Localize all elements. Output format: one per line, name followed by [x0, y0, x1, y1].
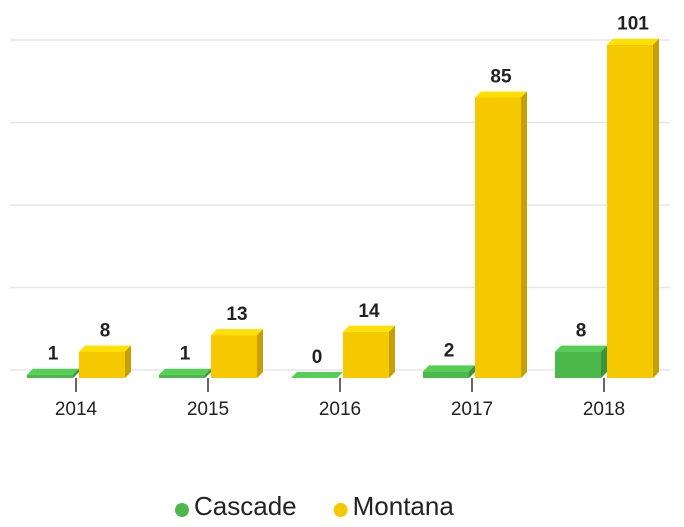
- data-label: 1: [180, 344, 191, 365]
- bar: [211, 329, 263, 378]
- bar-front: [343, 331, 389, 378]
- bar-top: [607, 38, 659, 45]
- x-tick-label: 2015: [187, 399, 229, 420]
- bar: [79, 345, 131, 378]
- bar-top: [291, 372, 343, 378]
- legend: Cascade Montana: [175, 491, 454, 521]
- bar-side: [73, 368, 79, 378]
- bar-front: [607, 44, 653, 378]
- bar: [423, 365, 475, 378]
- bar: [475, 91, 527, 378]
- legend-marker: [175, 503, 189, 517]
- x-tick-label: 2017: [451, 399, 493, 420]
- bar-top: [159, 368, 211, 375]
- bar: [343, 325, 395, 378]
- bar-top: [343, 325, 395, 332]
- bar-top: [475, 91, 527, 98]
- data-label: 8: [576, 321, 587, 342]
- bar-side: [257, 329, 263, 378]
- bar: [27, 368, 79, 378]
- bar-side: [389, 325, 395, 378]
- data-label: 2: [444, 340, 455, 361]
- bar-top: [27, 368, 79, 375]
- legend-marker: [333, 503, 348, 517]
- bar-side: [469, 365, 475, 378]
- bar-front: [211, 335, 257, 378]
- bar-top: [79, 345, 131, 352]
- data-label: 14: [358, 301, 380, 322]
- bar: [607, 38, 659, 378]
- bar-front: [555, 351, 601, 378]
- bar: [555, 345, 607, 378]
- bar-side: [601, 345, 607, 378]
- bar-top: [211, 329, 263, 336]
- bar-front: [159, 374, 205, 378]
- bar-top: [423, 365, 475, 372]
- bar-side: [653, 38, 659, 378]
- data-label: 101: [617, 14, 649, 35]
- data-label: 1: [48, 344, 59, 365]
- bar-top: [555, 345, 607, 352]
- bar: [291, 372, 343, 378]
- x-tick-label: 2016: [319, 399, 361, 420]
- data-label: 0: [312, 347, 323, 368]
- x-tick-label: 2014: [55, 399, 98, 420]
- bar-side: [125, 345, 131, 378]
- bar-front: [27, 374, 73, 378]
- legend-label: Cascade: [194, 491, 297, 521]
- bar-front: [475, 97, 521, 378]
- bar-side: [521, 91, 527, 378]
- legend-label: Montana: [353, 491, 455, 521]
- bar-front: [79, 351, 125, 378]
- data-label: 8: [100, 321, 111, 342]
- bar-side: [205, 368, 211, 378]
- bar-front: [423, 371, 469, 378]
- data-label: 13: [226, 304, 247, 325]
- bar: [159, 368, 211, 378]
- x-tick-label: 2018: [583, 399, 625, 420]
- data-label: 85: [490, 67, 512, 88]
